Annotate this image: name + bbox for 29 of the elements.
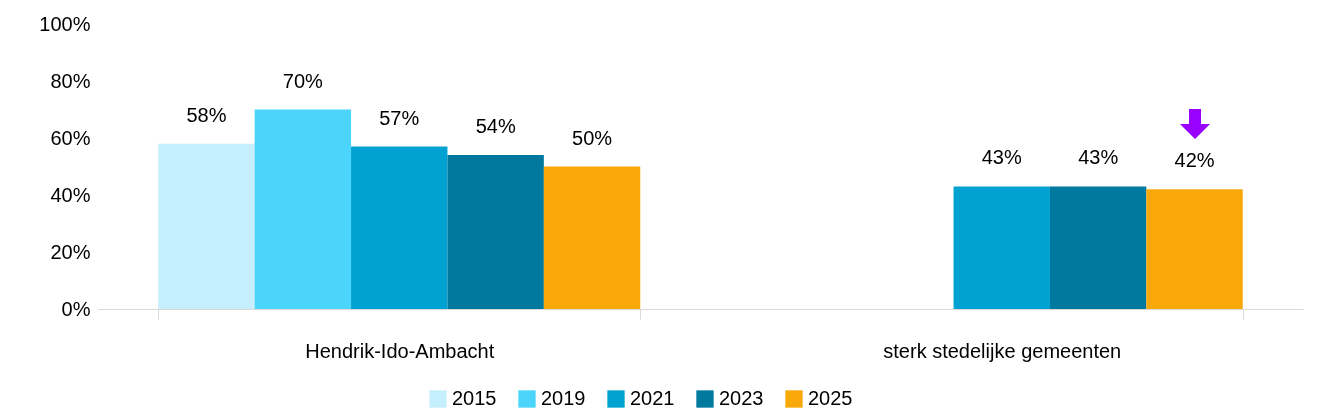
- data-label: 70%: [282, 69, 324, 92]
- x-tick-label: Hendrik-Ido-Ambacht: [305, 339, 495, 362]
- bar: [158, 143, 255, 309]
- bar: [1049, 186, 1147, 309]
- legend-label: 2019: [541, 387, 586, 409]
- bar: [254, 109, 352, 309]
- data-label: 50%: [572, 126, 613, 149]
- y-tick-label: 100%: [39, 12, 91, 35]
- bar: [351, 146, 448, 309]
- bar: [953, 186, 1050, 309]
- y-tick-label: 0%: [61, 297, 91, 320]
- legend-label: 2025: [808, 387, 853, 409]
- data-label: 58%: [186, 103, 227, 126]
- legend-label: 2021: [630, 387, 675, 409]
- y-tick-label: 60%: [50, 126, 91, 149]
- bar: [447, 155, 544, 309]
- data-label: 43%: [981, 146, 1022, 169]
- y-tick-label: 40%: [50, 183, 91, 206]
- data-label: 42%: [1174, 149, 1215, 172]
- y-tick-label: 20%: [50, 240, 91, 263]
- data-label: 54%: [475, 115, 516, 138]
- legend-label: 2023: [719, 387, 764, 409]
- bar: [1146, 189, 1243, 309]
- bar: [543, 166, 641, 309]
- x-tick-label: sterk stedelijke gemeenten: [883, 339, 1122, 362]
- legend-label: 2015: [452, 387, 497, 409]
- y-tick-label: 80%: [50, 69, 91, 92]
- data-label: 57%: [379, 106, 420, 129]
- data-label: 43%: [1078, 146, 1119, 169]
